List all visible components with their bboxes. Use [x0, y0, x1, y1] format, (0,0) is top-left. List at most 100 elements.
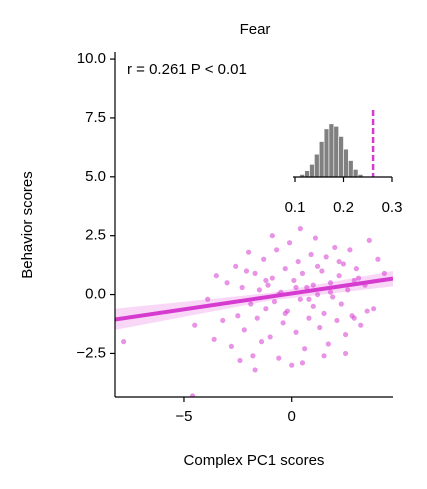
point: [351, 315, 357, 321]
point: [308, 251, 314, 258]
point: [293, 284, 299, 291]
y-tick-label: 2.5: [85, 227, 106, 244]
point: [205, 296, 211, 302]
point: [271, 299, 278, 305]
point: [310, 303, 316, 309]
annotation: r = 0.261 P < 0.01: [127, 61, 247, 78]
point: [299, 270, 306, 276]
point: [286, 240, 293, 246]
point: [269, 275, 275, 281]
point: [237, 357, 243, 364]
point: [258, 339, 265, 345]
y-tick-label: −2.5: [76, 344, 106, 361]
point: [252, 367, 258, 373]
x-tick-label: −5: [175, 408, 192, 425]
point: [330, 294, 336, 300]
point: [347, 247, 353, 253]
point: [321, 353, 327, 359]
point: [325, 341, 331, 347]
point: [192, 322, 198, 328]
histogram-bar: [323, 128, 330, 178]
point: [334, 317, 340, 324]
point: [220, 317, 226, 324]
point: [261, 256, 267, 262]
y-tick-label: 0.0: [85, 286, 106, 303]
point: [319, 268, 325, 274]
point: [233, 263, 239, 269]
point: [304, 284, 310, 291]
point: [293, 329, 299, 335]
point: [345, 287, 351, 293]
point: [282, 310, 288, 316]
point: [327, 289, 334, 295]
histogram-bar: [304, 170, 310, 178]
x-axis-label: Complex PC1 scores: [184, 452, 325, 469]
point: [224, 280, 230, 286]
point: [323, 254, 329, 260]
histogram-bar: [333, 126, 339, 178]
point: [248, 301, 254, 307]
point: [342, 331, 349, 338]
histogram-bar: [309, 164, 315, 178]
point: [263, 306, 269, 312]
point: [336, 258, 342, 265]
point: [366, 237, 372, 243]
histogram-bar: [318, 141, 325, 178]
point: [340, 261, 347, 267]
fit-line-group: [115, 276, 393, 322]
point: [250, 353, 256, 359]
point: [375, 256, 381, 262]
point: [235, 313, 241, 319]
point: [228, 343, 234, 349]
point: [280, 320, 286, 326]
histogram-bar: [352, 169, 359, 178]
inset-x-tick-label: 0.2: [333, 199, 354, 216]
point: [256, 287, 262, 293]
y-tick-label: 7.5: [85, 109, 106, 126]
inset-x-tick-label: 0.3: [382, 199, 403, 216]
point: [371, 306, 377, 312]
chart-title: Fear: [240, 21, 271, 38]
point: [297, 226, 303, 232]
point: [381, 270, 387, 276]
y-tick-label: 5.0: [85, 168, 106, 185]
point: [246, 249, 252, 255]
point: [355, 275, 362, 281]
point: [211, 336, 217, 342]
point: [306, 315, 312, 321]
point: [254, 315, 260, 321]
histogram-bar: [314, 153, 320, 178]
point: [336, 273, 342, 279]
histogram-bar: [343, 148, 349, 178]
point: [189, 393, 196, 397]
x-tick-label: 0: [288, 408, 296, 425]
point: [299, 360, 306, 366]
point: [241, 327, 247, 333]
point: [332, 244, 338, 251]
point: [274, 247, 280, 253]
point: [321, 310, 327, 316]
point: [213, 273, 219, 279]
point: [121, 339, 127, 345]
inset-x-tick-label: 0.1: [285, 199, 306, 216]
point: [282, 266, 288, 272]
point: [295, 258, 301, 265]
point: [314, 263, 321, 269]
point: [306, 296, 312, 302]
histogram-bar: [338, 136, 344, 178]
point: [265, 282, 271, 288]
point: [358, 322, 364, 328]
point: [364, 308, 370, 314]
point: [317, 324, 323, 331]
y-tick-label: 10.0: [77, 50, 106, 67]
histogram-bar: [348, 160, 354, 178]
point: [291, 277, 297, 284]
point: [243, 268, 250, 274]
point: [276, 355, 282, 361]
point: [302, 346, 308, 352]
point: [310, 282, 316, 288]
point: [252, 270, 258, 276]
fit-line: [115, 276, 393, 322]
histogram-bar: [328, 123, 335, 178]
